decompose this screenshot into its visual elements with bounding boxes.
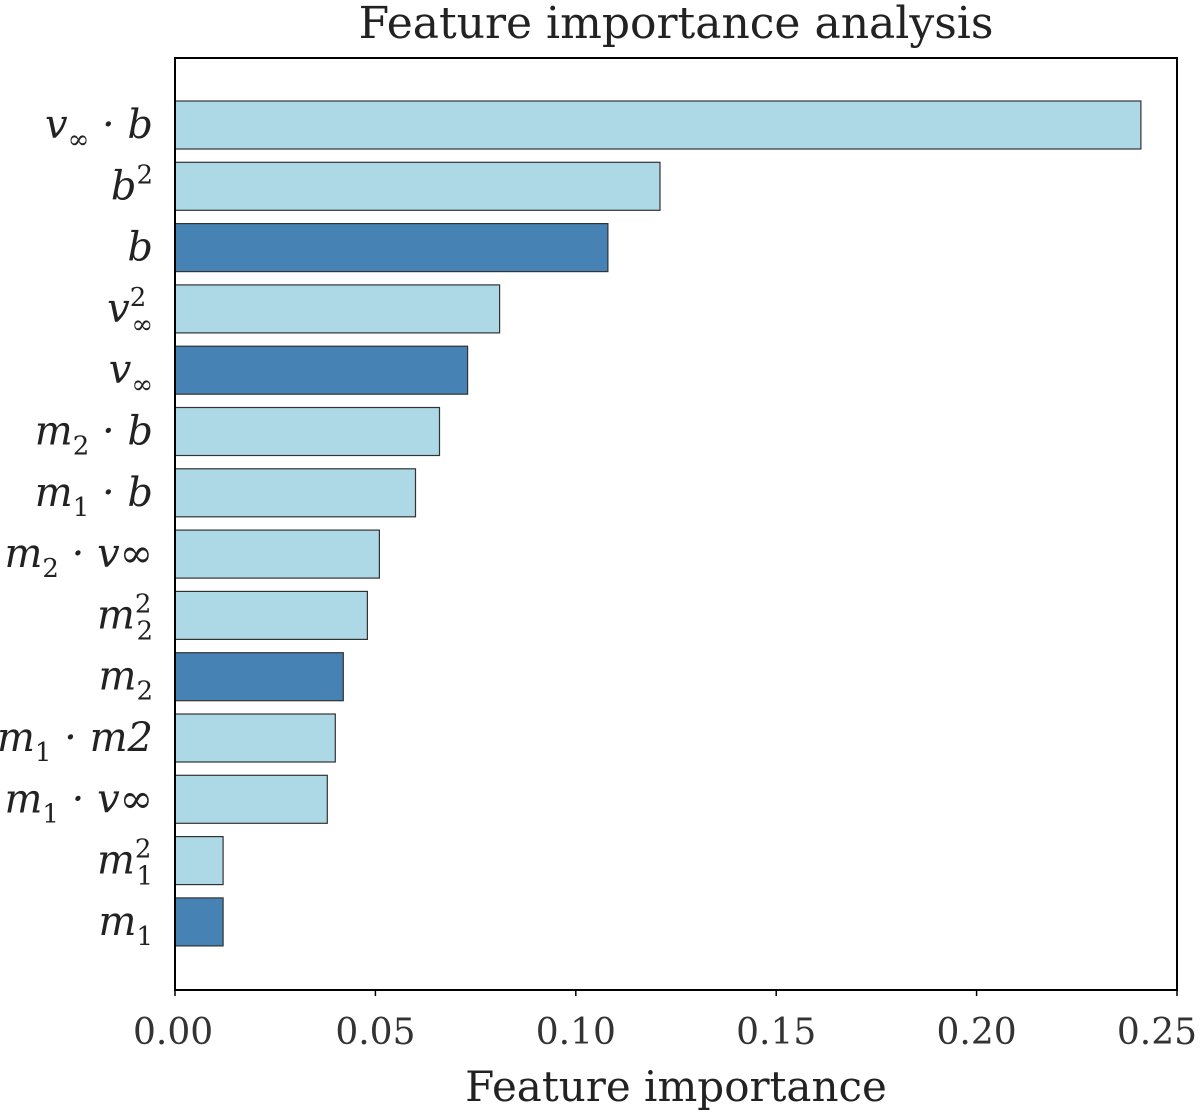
bar-5 — [174, 406, 441, 457]
bars-layer — [174, 100, 1142, 947]
x-tick-label-4: 0.20 — [937, 1012, 1017, 1053]
x-tick-label-0: 0.00 — [133, 1012, 213, 1053]
y-tick-label-3: v2 ∞ — [107, 283, 153, 340]
y-tick-label-1: b2 — [111, 160, 153, 209]
x-tick-label-2: 0.10 — [536, 1012, 616, 1053]
y-tick-label-10: m1 · m2 — [0, 715, 153, 768]
bar-10 — [174, 713, 336, 763]
bar-0 — [174, 100, 1142, 150]
x-tick-label-1: 0.05 — [335, 1012, 415, 1053]
y-axis-labels: v∞ · b b2 b v2 ∞ v∞ m2 · b m1 · b m2 · v∞m2 2 m2 m1… — [0, 102, 153, 952]
bar-6 — [174, 468, 417, 518]
bar-13 — [174, 897, 224, 947]
bar-1 — [174, 161, 661, 211]
y-tick-label-2: b — [127, 225, 153, 271]
plot-frame — [174, 57, 1178, 991]
x-tick-label-3: 0.15 — [736, 1012, 816, 1053]
bar-2 — [174, 223, 609, 273]
bar-12 — [174, 835, 224, 886]
x-tick-label-5: 0.25 — [1117, 1012, 1197, 1053]
y-tick-label-0: v∞ · b — [45, 102, 153, 155]
bar-4 — [174, 345, 469, 395]
y-tick-label-7: m2 · v∞ — [4, 531, 153, 584]
y-tick-label-5: m2 · b — [35, 409, 153, 462]
x-axis-label: Feature importance — [465, 1062, 887, 1111]
y-tick-label-6: m1 · b — [35, 470, 153, 523]
y-tick-label-12: m2 1 — [97, 835, 153, 892]
y-tick-label-8: m2 2 — [97, 589, 153, 646]
bar-3 — [174, 284, 501, 334]
y-tick-label-13: m1 — [99, 899, 153, 952]
bar-11 — [174, 774, 328, 824]
bar-7 — [174, 529, 380, 579]
bar-8 — [174, 590, 368, 641]
y-tick-label-4: v∞ — [109, 347, 153, 400]
x-axis-ticks: 0.00 0.05 0.10 0.15 0.20 0.25 — [133, 990, 1197, 1053]
y-tick-label-11: m1 · v∞ — [4, 776, 153, 829]
chart-title: Feature importance analysis — [359, 0, 994, 49]
y-tick-label-9: m2 — [99, 654, 153, 707]
bar-9 — [174, 652, 344, 702]
